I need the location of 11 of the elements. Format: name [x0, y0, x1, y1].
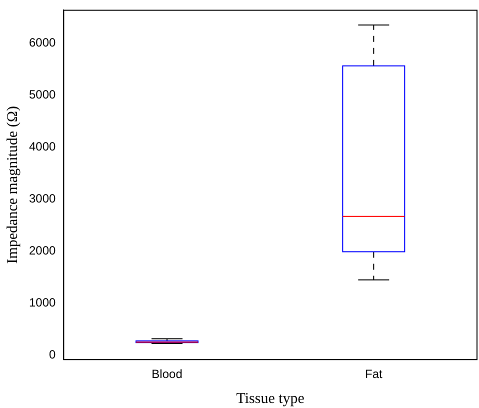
y-tick-label: 0 — [49, 348, 56, 362]
y-tick-label: 5000 — [28, 87, 56, 102]
x-tick-label: Fat — [365, 367, 384, 382]
y-tick-label: 1000 — [28, 296, 56, 310]
y-axis-title: Impedance magnitude (Ω) — [4, 106, 21, 264]
y-tick-label: 3000 — [28, 192, 56, 206]
x-axis-title: Tissue type — [236, 390, 305, 407]
x-tick-label: Blood — [152, 367, 182, 382]
y-tick-label: 4000 — [28, 139, 56, 154]
y-tick-label: 6000 — [28, 35, 56, 50]
y-tick-label: 2000 — [28, 244, 56, 258]
